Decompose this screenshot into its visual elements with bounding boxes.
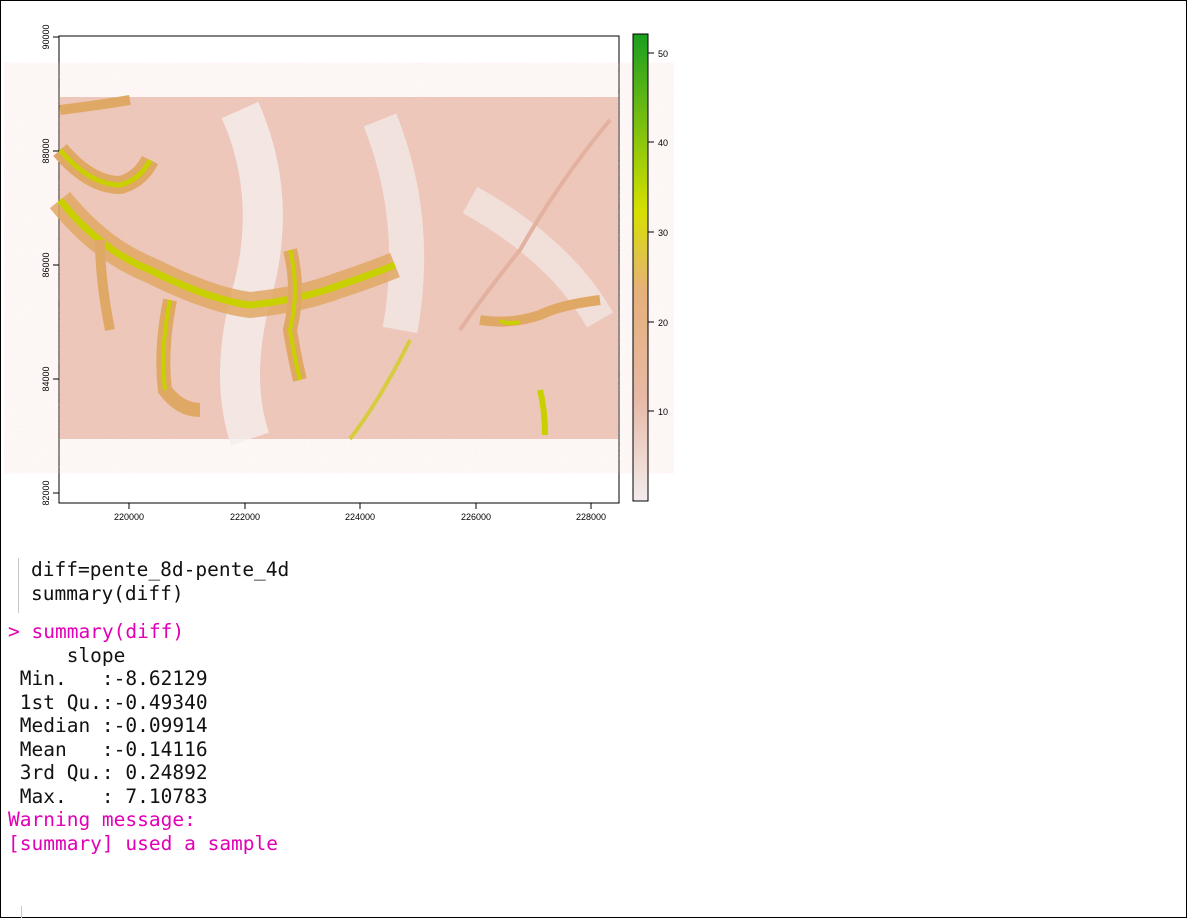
summary-row: 1st Qu.:-0.49340 xyxy=(8,690,208,714)
x-tick-label: 220000 xyxy=(114,512,144,520)
y-tick-label: 86000 xyxy=(41,252,51,277)
script-editor[interactable]: diff=pente_8d-pente_4d summary(diff) xyxy=(18,558,519,613)
y-tick-label: 82000 xyxy=(41,480,51,505)
legend-tick-label: 20 xyxy=(658,318,668,328)
code-line[interactable]: summary(diff) xyxy=(31,582,184,605)
input-cursor xyxy=(21,906,22,918)
y-tick-label: 84000 xyxy=(41,366,51,391)
x-tick-label: 224000 xyxy=(345,512,375,520)
summary-header: slope xyxy=(8,643,126,667)
raster-plot: 220000 222000 224000 226000 228000 82000… xyxy=(0,0,700,522)
y-tick-label: 88000 xyxy=(41,138,51,163)
summary-row: Max. : 7.10783 xyxy=(8,784,208,808)
x-tick-label: 222000 xyxy=(230,512,260,520)
warning-title: Warning message: xyxy=(8,808,196,831)
warning-text: [summary] used a sample xyxy=(8,831,279,855)
summary-row: Mean :-0.14116 xyxy=(8,737,208,761)
summary-row: Min. :-8.62129 xyxy=(8,667,208,690)
color-legend: 10 20 30 40 50 xyxy=(632,33,668,502)
code-line[interactable]: diff=pente_8d-pente_4d xyxy=(31,558,290,581)
legend-tick-label: 10 xyxy=(658,407,668,417)
x-axis: 220000 222000 224000 226000 228000 xyxy=(114,503,606,522)
console-command: > summary(diff) xyxy=(8,620,185,643)
y-axis: 82000 84000 86000 88000 90000 xyxy=(41,24,59,506)
x-tick-label: 226000 xyxy=(461,512,491,520)
summary-row: Median :-0.09914 xyxy=(8,714,208,737)
legend-tick-label: 40 xyxy=(658,138,668,148)
legend-tick-label: 50 xyxy=(658,49,668,59)
legend-tick-label: 30 xyxy=(658,228,668,238)
slope-raster xyxy=(49,95,618,446)
summary-row: 3rd Qu.: 0.24892 xyxy=(8,761,208,784)
x-tick-label: 228000 xyxy=(576,512,606,520)
y-tick-label: 90000 xyxy=(41,24,51,49)
r-console[interactable]: > summary(diff) slope Min. :-8.62129 1st… xyxy=(8,620,708,918)
